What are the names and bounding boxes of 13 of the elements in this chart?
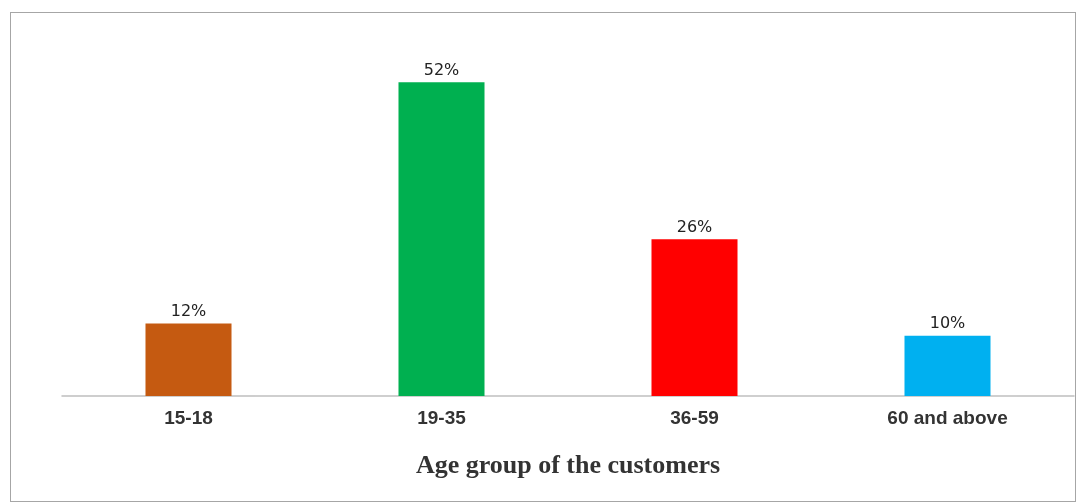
bar <box>398 82 485 396</box>
bar <box>651 239 738 396</box>
x-tick-label: 15-18 <box>164 407 213 428</box>
bar <box>904 335 991 396</box>
data-label: 10% <box>929 313 966 333</box>
x-tick-label: 60 and above <box>887 407 1008 428</box>
bar <box>145 323 232 396</box>
data-label: 26% <box>676 216 713 236</box>
x-axis-title: Age group of the customers <box>415 449 721 479</box>
data-label: 52% <box>423 59 460 79</box>
x-tick-label: 36-59 <box>670 407 719 428</box>
data-label: 12% <box>170 301 207 321</box>
x-tick-label: 19-35 <box>417 407 467 428</box>
